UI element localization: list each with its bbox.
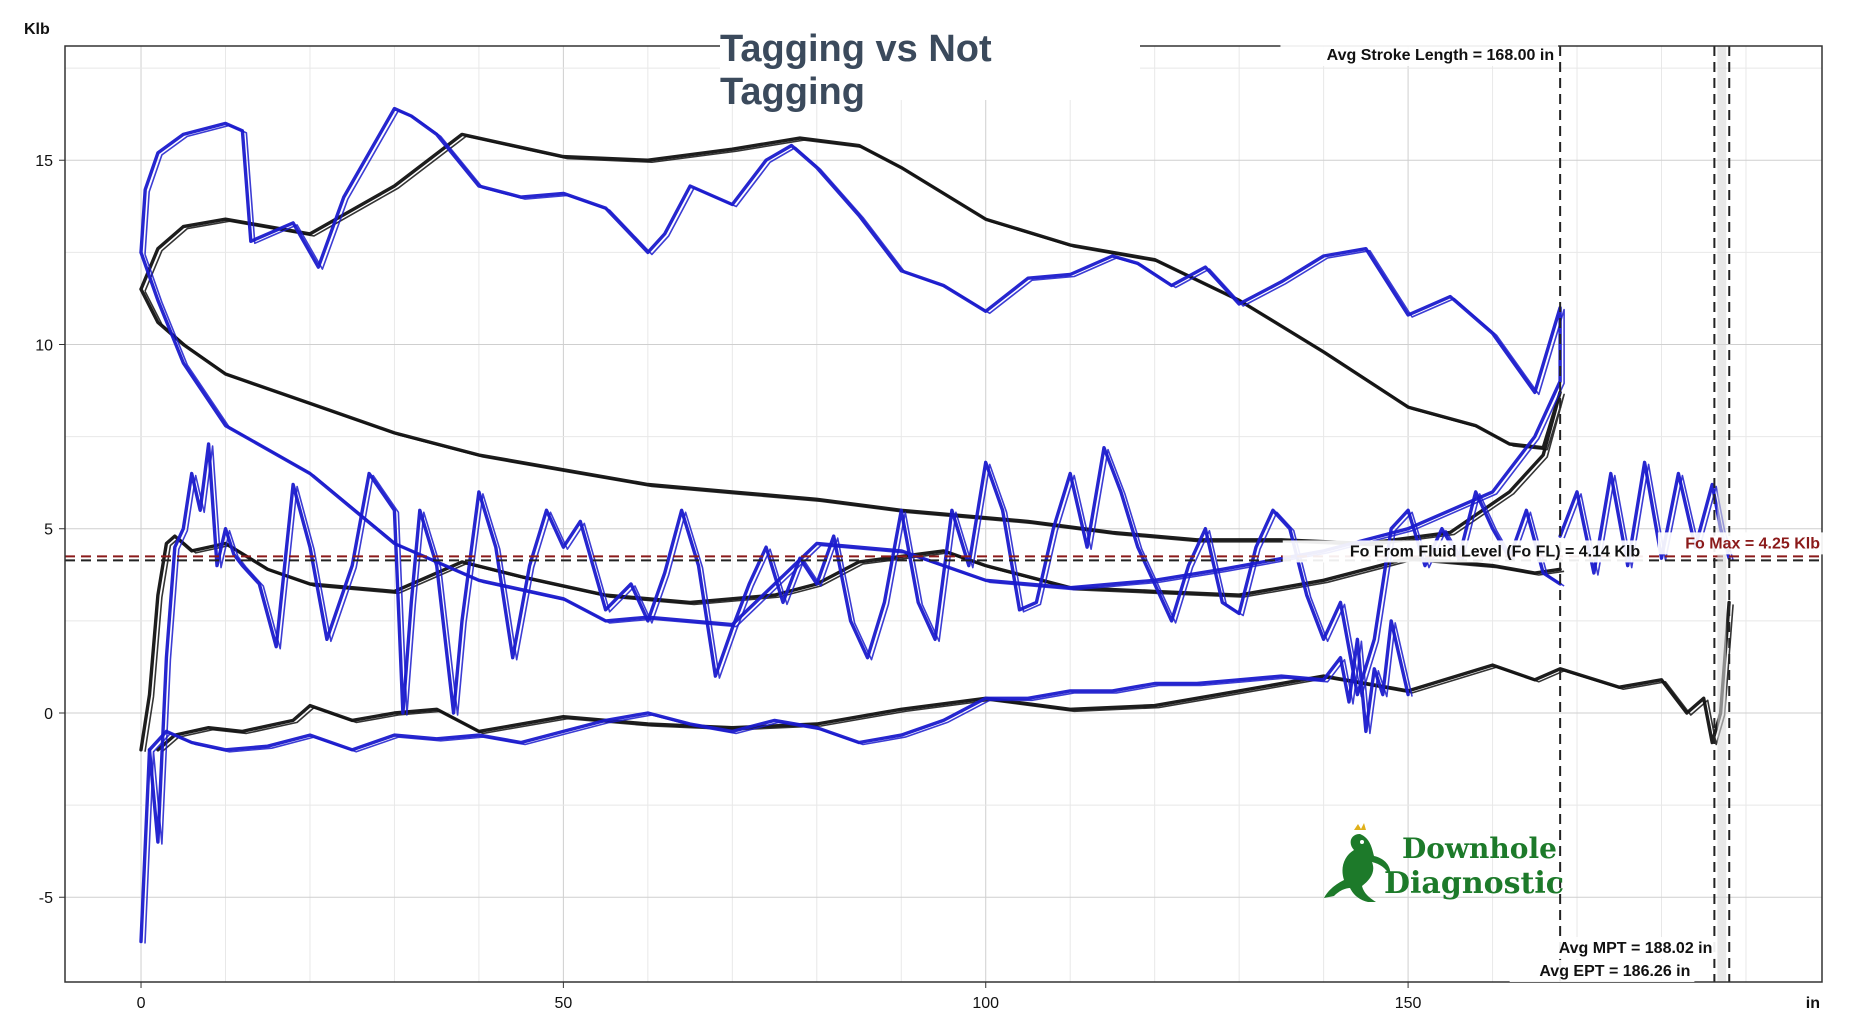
chart-title: Tagging vs Not Tagging xyxy=(720,28,992,113)
logo-line2: Diagnostic xyxy=(1384,866,1565,901)
x-tick-label: 100 xyxy=(972,995,999,1012)
downhole-diagnostic-logo: Downhole Diagnostic xyxy=(1320,822,1564,908)
avg-ept-label: Avg EPT = 186.26 in xyxy=(1539,963,1690,980)
dragon-logo-icon xyxy=(1324,823,1391,902)
series-line-5 xyxy=(147,619,1410,752)
avg-stroke-label-bg xyxy=(1280,44,1559,66)
annotations: Avg Stroke Length = 168.00 in Fo From Flu… xyxy=(1280,44,1824,982)
series-line-shadow-0 xyxy=(144,537,1565,752)
x-tick-label: 0 xyxy=(137,995,146,1012)
avg-stroke-label: Avg Stroke Length = 168.00 in xyxy=(1327,47,1554,64)
avg-ept-label-bg xyxy=(1509,960,1695,982)
y-tick-label: 0 xyxy=(44,706,53,723)
logo-line1: Downhole xyxy=(1402,832,1557,865)
x-tick-label: 150 xyxy=(1395,995,1422,1012)
fo-max-label: Fo Max = 4.25 Klb xyxy=(1685,535,1820,552)
series-line-shadow-3 xyxy=(144,109,1565,628)
ept-mpt-band xyxy=(1717,46,1727,982)
series-line-shadow-1 xyxy=(144,135,1565,547)
y-tick-label: -5 xyxy=(39,890,53,907)
y-tick-label: 5 xyxy=(44,522,53,539)
fo-max-label-bg xyxy=(1657,532,1824,555)
series-line-1 xyxy=(139,132,1562,546)
y-tick-label: 15 xyxy=(35,153,53,170)
fo-fl-label-bg xyxy=(1282,540,1645,563)
series-line-0 xyxy=(139,534,1562,752)
series-line-4 xyxy=(139,442,1562,944)
chart-title-box: Tagging vs Not Tagging xyxy=(720,28,1140,113)
y-tick-label: 10 xyxy=(35,337,53,354)
series-line-shadow-5 xyxy=(152,622,1413,753)
x-axis-label: in xyxy=(1806,995,1820,1012)
y-axis-label: Klb xyxy=(24,21,50,38)
avg-mpt-label: Avg MPT = 188.02 in xyxy=(1559,940,1713,957)
fo-fl-label: Fo From Fluid Level (Fo FL) = 4.14 Klb xyxy=(1350,543,1640,560)
avg-mpt-label-bg xyxy=(1531,937,1717,959)
x-tick-label: 50 xyxy=(554,995,572,1012)
